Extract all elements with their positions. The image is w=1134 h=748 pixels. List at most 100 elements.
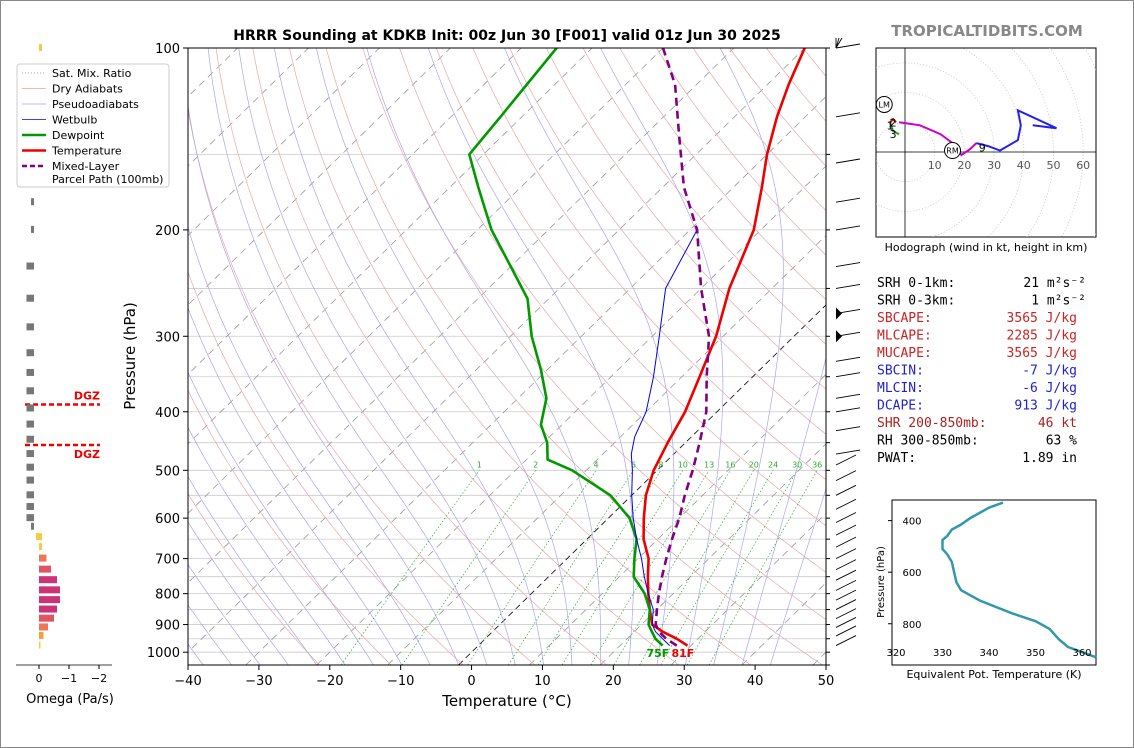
theta-e-ytick-label: 400	[902, 517, 921, 528]
mixing-ratio-label: 24	[768, 460, 778, 469]
x-tick-label: 0	[467, 674, 475, 689]
wind-barb	[835, 112, 861, 118]
pseudoadiabat	[316, 48, 573, 665]
hodograph-ring-label: 50	[1047, 159, 1061, 172]
hodograph-ring-label: 60	[1076, 159, 1090, 172]
omega-bar	[26, 294, 34, 302]
dry-adiabat	[582, 48, 826, 345]
mixing-ratio-label: 6	[631, 460, 636, 469]
y-tick-label: 900	[155, 619, 180, 634]
wind-barb-flag	[836, 330, 842, 343]
dry-adiabat	[252, 48, 679, 665]
y-tick-label: 200	[155, 224, 180, 239]
x-tick-label: 20	[605, 674, 622, 689]
omega-bar	[26, 435, 34, 443]
isotherm-line	[458, 304, 826, 665]
param-value: 3565 J/kg	[1007, 311, 1077, 326]
pseudoadiabat	[427, 48, 635, 665]
pseudoadiabat	[273, 48, 544, 665]
omega-bar	[39, 596, 60, 604]
param-label: MLCAPE:	[877, 329, 932, 344]
isotherm-line	[387, 234, 826, 665]
param-value: 46 kt	[1038, 416, 1077, 431]
legend-label: Sat. Mix. Ratio	[52, 67, 132, 80]
theta-e-ytick-label: 600	[902, 568, 921, 579]
theta-e-xtick-label: 320	[886, 648, 905, 659]
hodograph-caption: Hodograph (wind in kt, height in km)	[885, 241, 1088, 254]
y-tick-label: 500	[155, 464, 180, 479]
mixing-ratio-line	[708, 470, 818, 665]
legend-box	[16, 63, 170, 188]
x-tick-label: −20	[316, 674, 343, 689]
theta-e-xtick-label: 340	[979, 648, 998, 659]
x-tick-label: 50	[818, 674, 835, 689]
hodograph-frame	[875, 47, 1097, 238]
series-mixed-layer-line	[654, 48, 711, 647]
omega-bar	[26, 262, 34, 270]
wind-barb	[835, 426, 861, 432]
hodograph-trace	[976, 108, 1057, 152]
omega-bar	[26, 349, 34, 357]
param-label: DCAPE:	[877, 399, 924, 414]
wind-barb	[835, 197, 861, 203]
mixing-ratio-line	[660, 470, 774, 665]
omega-bar	[26, 463, 34, 471]
y-tick-label: 300	[155, 330, 180, 345]
param-value: 1.89 in	[1022, 451, 1077, 466]
dry-adiabat	[509, 48, 826, 435]
param-label: SBCIN:	[877, 364, 924, 379]
isotherm-line	[188, 48, 593, 445]
hodograph-trace	[889, 117, 897, 124]
omega-tick-label: −2	[91, 672, 107, 685]
theta-e-line	[941, 501, 1097, 659]
storm-motion-marker	[876, 95, 893, 113]
omega-bar	[26, 450, 34, 458]
pseudoadiabat	[188, 521, 289, 665]
surface-temp-label: 81F	[671, 647, 694, 660]
wind-barb	[835, 524, 857, 536]
surface-dewpoint-label: 75F	[646, 647, 669, 660]
param-label: PWAT:	[877, 451, 916, 466]
theta-e-plot: 320 330 340 350 360 400 600 800	[886, 501, 1097, 659]
isotherm-line	[188, 48, 451, 306]
mixing-ratio-line	[537, 470, 662, 665]
theta-e-ylabel: Pressure (hPa)	[876, 546, 887, 618]
wind-barb	[835, 393, 861, 399]
wind-barb	[835, 449, 861, 455]
pseudoadiabat	[188, 307, 403, 665]
isotherm-line	[188, 48, 380, 237]
hodograph-trace	[889, 121, 900, 136]
watermark: TROPICALTIDBITS.COM	[891, 22, 1083, 40]
pseudoadiabat	[188, 371, 374, 665]
hodograph-ring-label: 10	[928, 159, 942, 172]
dry-adiabat	[215, 48, 608, 665]
x-tick-label: −10	[387, 674, 414, 689]
isotherm-line	[188, 48, 309, 167]
mixing-ratio-label: 30	[792, 460, 802, 469]
param-label: SRH 0-1km:	[877, 276, 955, 291]
theta-e-xtick-label: 330	[933, 648, 952, 659]
omega-bar	[26, 502, 34, 510]
isotherm-line	[188, 48, 735, 584]
y-tick-label: 100	[155, 42, 180, 57]
omega-bar	[39, 576, 57, 584]
mixing-ratio-line	[639, 470, 755, 665]
wind-barb	[835, 407, 861, 413]
wind-barb	[835, 579, 857, 591]
wind-barb	[835, 635, 857, 646]
wind-barb	[835, 512, 857, 523]
legend-label: Pseudoadiabats	[52, 98, 139, 111]
y-tick-label: 800	[155, 588, 180, 603]
omega-label: Omega (Pa/s)	[26, 692, 114, 707]
mixing-ratio-label: 20	[749, 460, 759, 469]
pseudoadiabat	[188, 476, 317, 665]
mixing-ratio-line	[467, 470, 597, 665]
omega-bar	[39, 623, 48, 631]
wind-barb	[835, 372, 861, 378]
skewt-axes: −40 −30 −20 −10 0 10 20 30 40 50 100 200 300 400 500 60…	[121, 42, 834, 710]
omega-bar	[39, 631, 44, 639]
param-value: -6 J/kg	[1022, 381, 1077, 396]
mixing-ratio-line	[401, 470, 536, 665]
skewt-axes-frame	[187, 47, 827, 666]
mixing-ratio-label: 16	[725, 460, 735, 469]
